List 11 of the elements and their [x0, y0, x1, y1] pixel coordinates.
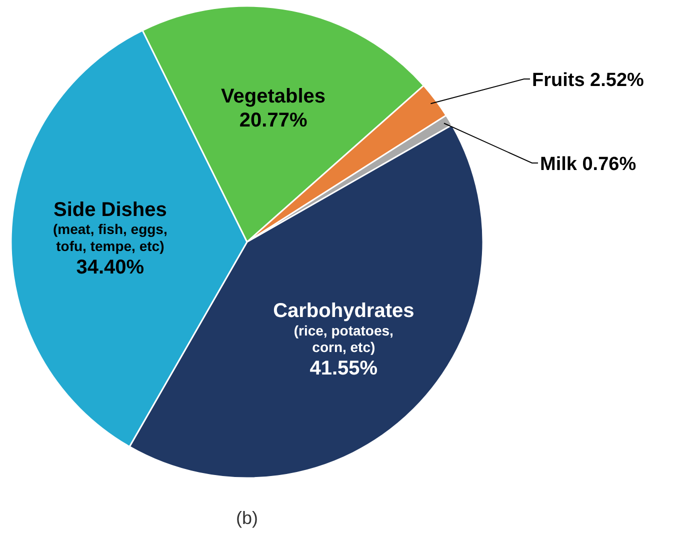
data-label: 0.76% [582, 154, 636, 175]
slice-label: Fruits [532, 70, 585, 91]
data-label: 2.52% [590, 70, 644, 91]
data-label: 41.55% [310, 358, 378, 380]
slice-label: Side Dishes (meat, fish, eggs, tofu, tempe, etc) [53, 198, 168, 254]
slice-label: Carbohydrates (rice, potatoes, corn, etc) [273, 300, 414, 356]
text: (b) [236, 508, 258, 528]
data-label: 34.40% [76, 256, 144, 279]
data-label: 20.77% [239, 110, 308, 132]
slice-label: Milk [540, 154, 577, 175]
slice-label: Vegetables [221, 86, 326, 108]
